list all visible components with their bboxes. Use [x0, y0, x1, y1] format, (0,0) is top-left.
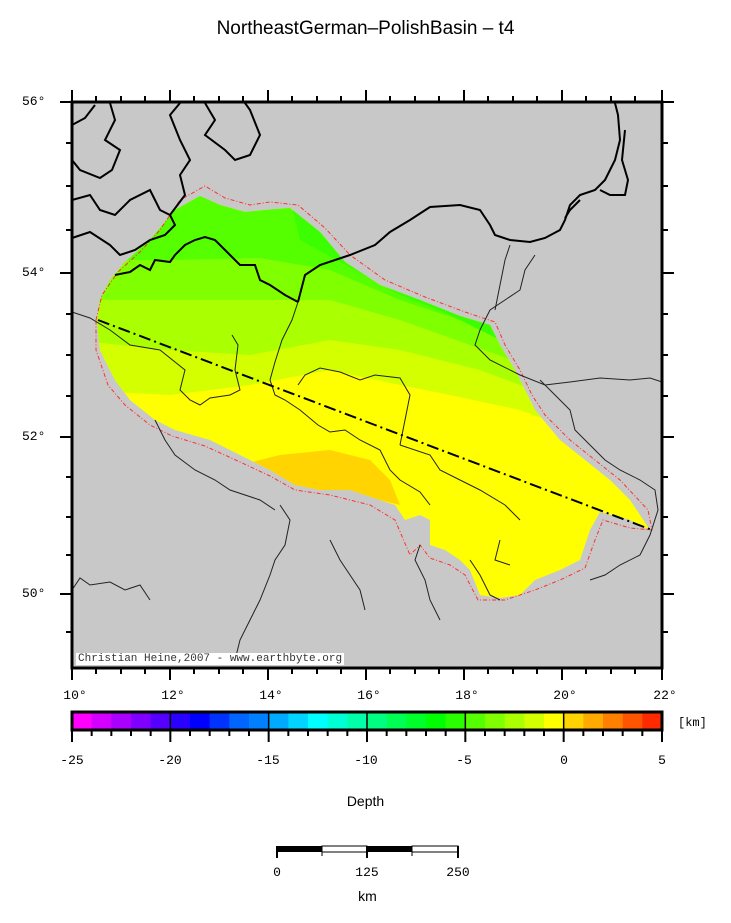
lon-label-18: 18°	[455, 688, 479, 703]
lat-label-56: 56°	[22, 94, 46, 109]
colorbar-tick-label: -10	[354, 753, 378, 768]
scalebar-label: 250	[446, 865, 470, 880]
scalebar-label: 0	[273, 865, 281, 880]
colorbar-tick-label: -25	[60, 753, 84, 768]
credit-text: Christian Heine,2007 - www.earthbyte.org	[76, 653, 345, 665]
lat-label-54: 54°	[22, 265, 46, 280]
scale-bar	[276, 845, 459, 858]
lat-label-50: 50°	[22, 586, 46, 601]
colorbar-tick-label: 5	[658, 753, 666, 768]
profile-line	[97, 319, 653, 531]
lat-ticks	[60, 101, 674, 633]
scalebar-unit: km	[358, 888, 377, 904]
lon-label-14: 14°	[259, 688, 283, 703]
lon-ticks	[71, 90, 663, 680]
lon-label-12: 12°	[161, 688, 185, 703]
political-borders	[71, 244, 663, 661]
colorbar-unit: [km]	[678, 716, 707, 730]
colorbar-title: Depth	[346, 793, 385, 809]
lat-label-52: 52°	[22, 429, 46, 444]
lon-label-20: 20°	[553, 688, 577, 703]
colorbar-tick-label: -20	[158, 753, 182, 768]
colorbar	[70, 710, 664, 742]
lon-label-16: 16°	[357, 688, 381, 703]
colorbar-tick-label: -15	[256, 753, 280, 768]
coastlines	[71, 102, 630, 303]
basin-outline	[95, 185, 653, 601]
scalebar-label: 125	[355, 865, 379, 880]
colorbar-tick-label: -5	[456, 753, 472, 768]
map-title: NortheastGerman–PolishBasin – t4	[216, 18, 515, 39]
colorbar-tick-label: 0	[560, 753, 568, 768]
lon-label-10: 10°	[63, 688, 87, 703]
lon-label-22: 22°	[653, 688, 677, 703]
